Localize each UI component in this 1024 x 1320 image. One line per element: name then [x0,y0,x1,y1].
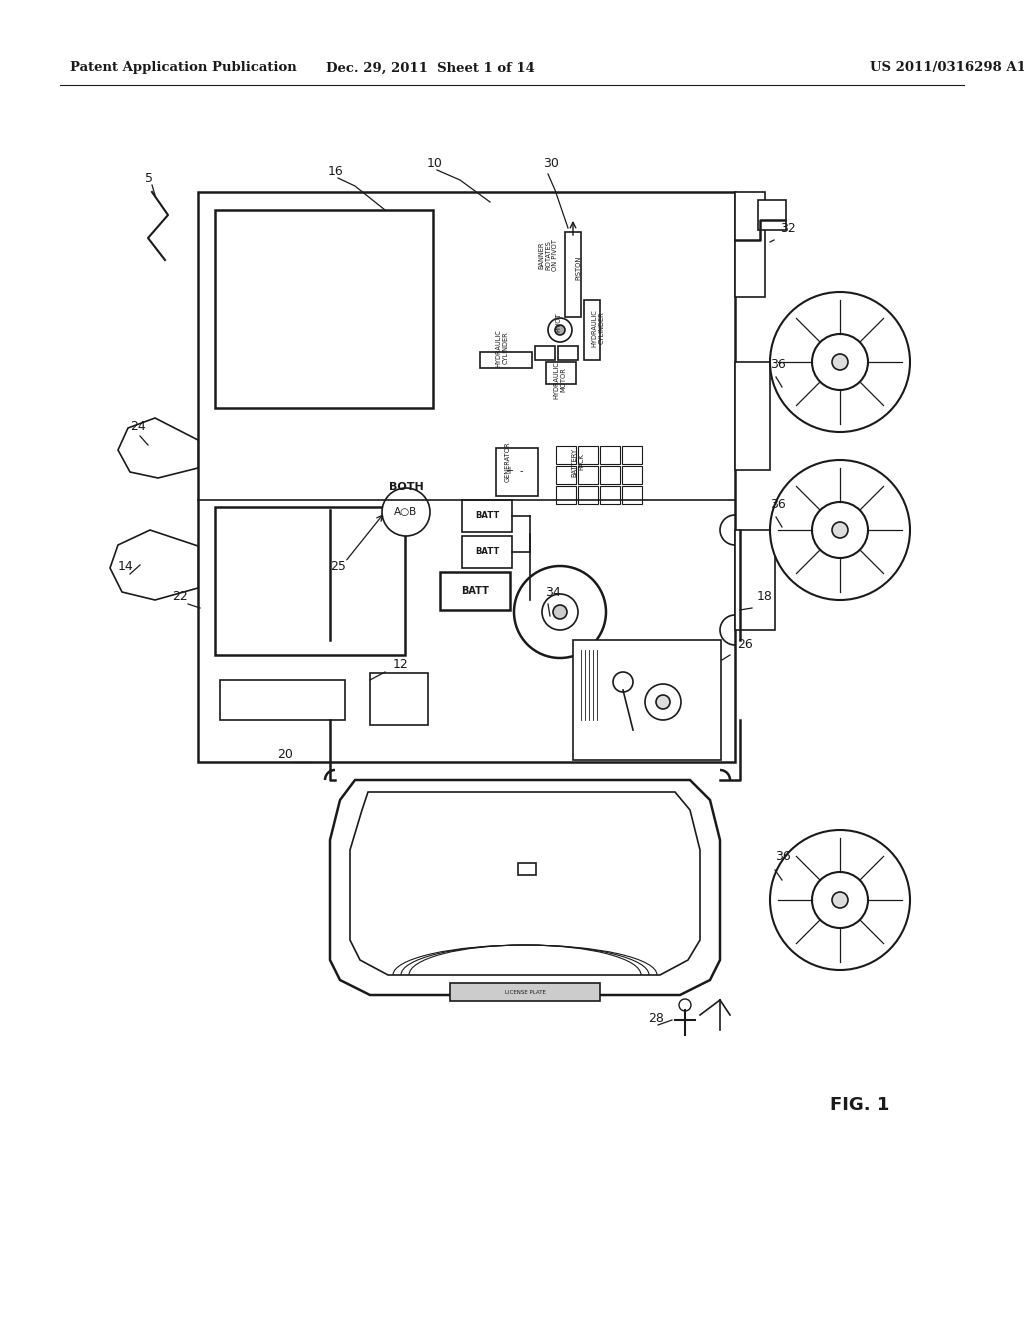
Polygon shape [350,792,700,975]
Bar [622,486,642,504]
Bar [440,572,510,610]
Text: HYDRAULIC
MOTOR: HYDRAULIC MOTOR [554,362,566,399]
Circle shape [553,605,567,619]
Bar [600,446,620,465]
Text: 28: 28 [648,1012,664,1026]
Bar [496,447,538,496]
Bar [578,466,598,484]
Text: 25: 25 [330,560,346,573]
Text: 34: 34 [545,586,561,599]
Circle shape [542,594,578,630]
Circle shape [679,999,691,1011]
Text: GENERATOR: GENERATOR [505,442,511,482]
Text: BATTERY
PACK: BATTERY PACK [571,447,585,477]
Circle shape [613,672,633,692]
Text: 32: 32 [780,222,796,235]
Text: 26: 26 [737,638,753,651]
Text: A○B: A○B [394,507,418,517]
Circle shape [382,488,430,536]
Bar [565,232,581,317]
Text: 36: 36 [775,850,791,863]
Text: BATT: BATT [475,548,499,557]
Text: 20: 20 [278,748,293,762]
Bar [622,466,642,484]
Polygon shape [118,418,198,478]
Bar [556,466,575,484]
Circle shape [812,873,868,928]
Bar [546,362,575,384]
Bar [215,507,406,655]
Bar [518,863,536,875]
Text: 36: 36 [770,498,785,511]
Bar [556,486,575,504]
Bar [480,352,532,368]
Bar [735,362,770,470]
Text: 30: 30 [543,157,559,170]
Bar [558,346,578,360]
Circle shape [812,334,868,389]
Bar [578,486,598,504]
Text: US 2011/0316298 A1: US 2011/0316298 A1 [870,62,1024,74]
Bar [584,300,600,360]
Text: 5: 5 [145,172,153,185]
Bar [622,446,642,465]
Text: 14: 14 [118,560,134,573]
Circle shape [770,459,910,601]
Circle shape [831,892,848,908]
Bar [220,680,345,719]
Text: BOTH: BOTH [389,482,423,492]
Bar [735,191,765,297]
Circle shape [548,318,572,342]
Bar [556,446,575,465]
Bar [600,466,620,484]
Bar [573,640,721,760]
Bar [735,531,775,630]
Circle shape [831,521,848,539]
Bar [370,673,428,725]
Text: PISTON: PISTON [575,256,581,280]
Circle shape [645,684,681,719]
Text: 36: 36 [770,358,785,371]
Text: 12: 12 [393,657,409,671]
Polygon shape [110,531,198,601]
Circle shape [831,354,848,370]
Text: 10: 10 [427,157,442,170]
Text: HYDRAULIC
CYLINDER: HYDRAULIC CYLINDER [592,309,604,347]
Circle shape [555,325,565,335]
Bar [758,201,786,230]
Text: 18: 18 [757,590,773,603]
Text: 22: 22 [172,590,187,603]
Text: BATT: BATT [461,586,488,597]
Text: -: - [520,466,523,477]
Polygon shape [330,780,720,995]
Bar [215,210,433,408]
Circle shape [770,292,910,432]
Text: Dec. 29, 2011  Sheet 1 of 14: Dec. 29, 2011 Sheet 1 of 14 [326,62,535,74]
Circle shape [514,566,606,657]
Bar [198,191,735,762]
Bar [462,536,512,568]
Text: +: + [505,466,513,477]
Circle shape [656,696,670,709]
Circle shape [812,502,868,558]
Text: LICENSE PLATE: LICENSE PLATE [505,990,546,994]
Circle shape [770,830,910,970]
Bar [450,983,600,1001]
Bar [600,486,620,504]
Text: BANNER
ROTATES
ON PIVOT: BANNER ROTATES ON PIVOT [538,239,558,271]
Bar [578,446,598,465]
Text: FIG. 1: FIG. 1 [830,1096,890,1114]
Bar [462,500,512,532]
Text: PIVOT: PIVOT [555,313,561,331]
Text: 16: 16 [328,165,344,178]
Text: HYDRAULIC
CYLINDER: HYDRAULIC CYLINDER [496,329,509,367]
Text: Patent Application Publication: Patent Application Publication [70,62,297,74]
Bar [535,346,555,360]
Text: 24: 24 [130,420,145,433]
Text: BATT: BATT [475,511,499,520]
